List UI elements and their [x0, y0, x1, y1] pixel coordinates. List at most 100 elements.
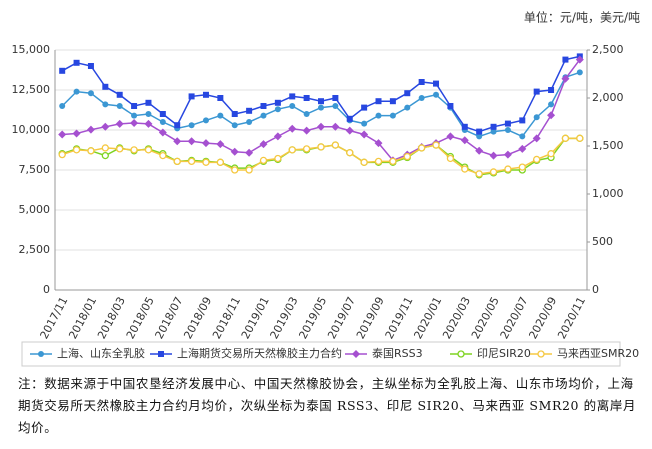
data-point: [115, 119, 124, 128]
data-point: [374, 139, 383, 148]
data-point: [331, 122, 340, 131]
data-point: [245, 166, 253, 174]
data-point: [217, 112, 224, 119]
data-point: [188, 93, 195, 100]
legend-box: [21, 341, 621, 367]
x-tick-label: 2020/09: [526, 295, 559, 341]
x-tick-label: 2019/01: [239, 295, 272, 341]
data-point: [116, 103, 123, 109]
data-point: [461, 123, 468, 130]
data-point: [331, 141, 340, 149]
y2-tick-label: 2,500: [592, 43, 624, 56]
data-point: [490, 128, 497, 135]
data-point: [489, 168, 498, 176]
unit-label: 单位：元/吨，美元/吨: [524, 10, 640, 25]
data-point: [86, 125, 95, 134]
data-point: [73, 88, 80, 95]
y-tick-label: 2,500: [19, 243, 51, 256]
data-point: [259, 156, 268, 165]
data-point: [72, 146, 81, 154]
x-tick-label: 2018/05: [124, 295, 157, 341]
data-point: [433, 91, 440, 98]
data-point: [346, 149, 354, 157]
data-point: [288, 146, 296, 154]
data-point: [116, 145, 124, 153]
data-point: [187, 137, 196, 146]
data-point: [102, 83, 109, 90]
data-point: [59, 103, 66, 109]
data-point: [417, 144, 426, 152]
y2-tick-label: 0: [592, 283, 599, 296]
y2-tick-label: 1,500: [592, 139, 624, 152]
data-point: [174, 122, 181, 129]
data-point: [360, 130, 369, 139]
y-tick-label: 10,000: [12, 123, 51, 136]
data-point: [231, 122, 238, 129]
data-point: [144, 119, 153, 128]
legend-label: 上海期货交易所天然橡胶主力合约: [177, 346, 342, 360]
data-point: [72, 129, 81, 138]
x-tick-label: 2020/03: [440, 295, 473, 341]
x-tick-label: 2019/03: [268, 295, 301, 341]
x-tick-label: 2020/05: [469, 295, 502, 341]
data-point: [447, 103, 454, 109]
data-point: [101, 122, 110, 131]
data-point: [375, 112, 382, 119]
data-point: [302, 126, 311, 135]
data-point: [418, 95, 425, 101]
data-point: [246, 119, 253, 125]
data-point: [318, 98, 324, 105]
legend-label: 马来西亚SMR20: [557, 347, 639, 360]
data-point: [519, 133, 526, 140]
data-point: [303, 111, 310, 117]
data-point: [246, 107, 253, 114]
data-point: [345, 126, 354, 135]
data-point: [446, 154, 455, 163]
x-tick-label: 2018/11: [210, 295, 243, 341]
data-point: [245, 148, 254, 157]
x-tick-label: 2018/07: [153, 295, 186, 341]
data-point: [259, 140, 268, 149]
data-point: [231, 166, 239, 174]
footnote: 注：数据来源于中国农垦经济发展中心、中国天然橡胶协会，主纵坐标为全乳胶上海、山东…: [18, 376, 637, 435]
legend-marker: [352, 350, 360, 358]
data-point: [360, 158, 368, 166]
data-point: [332, 95, 339, 101]
data-point: [131, 112, 138, 119]
data-point: [202, 158, 210, 166]
data-point: [532, 134, 541, 143]
data-point: [188, 122, 195, 129]
data-point: [260, 112, 267, 119]
data-point: [562, 56, 569, 63]
data-point: [145, 111, 152, 117]
data-point: [504, 127, 511, 133]
data-point: [489, 151, 498, 160]
legend-marker: [38, 351, 44, 357]
data-point: [231, 111, 238, 117]
data-point: [131, 103, 138, 109]
data-point: [389, 98, 396, 105]
x-tick-label: 2020/11: [555, 295, 588, 341]
data-point: [476, 133, 483, 140]
data-point: [504, 165, 512, 173]
data-point: [73, 59, 80, 66]
data-point: [518, 144, 527, 153]
x-tick-label: 2019/09: [354, 295, 387, 341]
data-point: [403, 152, 411, 161]
data-point: [130, 118, 139, 127]
y-tick-label: 15,000: [12, 43, 51, 56]
data-point: [519, 117, 526, 124]
data-point: [490, 123, 497, 130]
data-point: [475, 146, 484, 155]
x-tick-label: 2018/09: [181, 295, 214, 341]
data-point: [58, 150, 66, 159]
x-tick-label: 2020/07: [498, 295, 531, 341]
x-tick-label: 2019/07: [325, 295, 358, 341]
data-point: [503, 150, 512, 159]
data-point: [418, 79, 425, 85]
y-tick-label: 0: [43, 283, 50, 296]
data-point: [202, 91, 209, 98]
data-point: [274, 154, 282, 163]
data-point: [404, 90, 411, 97]
data-point: [288, 124, 297, 133]
